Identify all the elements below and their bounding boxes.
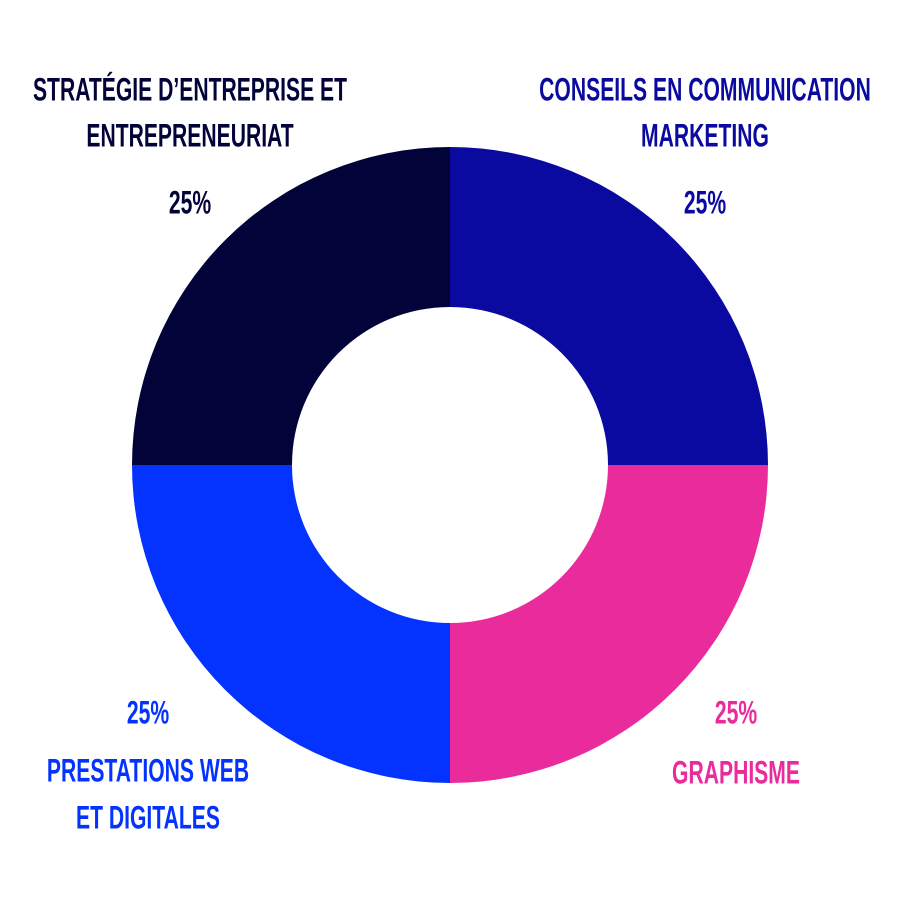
category-label: CONSEILS EN COMMUNICATION bbox=[539, 71, 871, 108]
category-label: STRATÉGIE D’ENTREPRISE ET bbox=[33, 71, 347, 108]
value-label: 25% bbox=[684, 184, 726, 221]
category-label: PRESTATIONS WEB bbox=[47, 752, 249, 789]
value-label: 25% bbox=[715, 694, 757, 731]
donut-segment bbox=[132, 147, 450, 465]
donut-segment bbox=[450, 465, 768, 783]
category-label: ET DIGITALES bbox=[76, 799, 220, 836]
category-label: MARKETING bbox=[641, 117, 769, 154]
donut-segment bbox=[450, 147, 768, 465]
category-label: ENTREPRENEURIAT bbox=[86, 117, 294, 154]
value-label: 25% bbox=[127, 694, 169, 731]
category-label: GRAPHISME bbox=[672, 754, 800, 791]
donut-segment bbox=[132, 465, 450, 783]
value-label: 25% bbox=[169, 184, 211, 221]
